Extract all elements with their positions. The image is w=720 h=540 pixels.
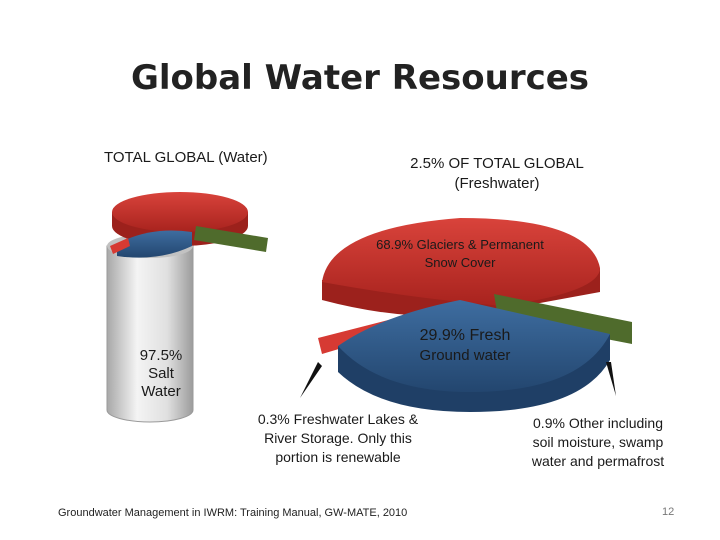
- glaciers-label-line1: 68.9% Glaciers & Permanent: [376, 237, 544, 252]
- slide-title: Global Water Resources: [130, 58, 590, 98]
- other-label-line3: water and permafrost: [531, 453, 665, 469]
- salt-label-line1: 97.5%: [139, 347, 183, 364]
- glaciers-slice: [322, 218, 600, 306]
- other-label-line2: soil moisture, swamp: [532, 434, 664, 450]
- freshwater-heading-line2: (Freshwater): [454, 175, 540, 192]
- lakes-label-line3: portion is renewable: [275, 449, 401, 465]
- other-pointer-arrow: [606, 362, 616, 396]
- salt-label-line2: Salt: [148, 365, 174, 382]
- lakes-label-line2: River Storage. Only this: [264, 430, 412, 446]
- source-footer: Groundwater Management in IWRM: Training…: [58, 507, 408, 519]
- groundwater-data-label: 29.9% Fresh Ground water: [400, 326, 530, 366]
- lakes-label-line1: 0.3% Freshwater Lakes &: [257, 411, 419, 427]
- total-global-heading: TOTAL GLOBAL (Water): [104, 149, 268, 166]
- total-lakes-slice: [110, 238, 130, 254]
- groundwater-slice: [338, 300, 610, 392]
- salt-water-data-label: 97.5% Salt Water: [136, 347, 186, 401]
- total-other-slice: [194, 226, 268, 252]
- glaciers-data-label: 68.9% Glaciers & Permanent Snow Cover: [340, 236, 580, 272]
- groundwater-label-line2: Ground water: [419, 347, 511, 364]
- total-global-cylinder: [106, 192, 268, 423]
- salt-label-line3: Water: [141, 383, 181, 400]
- freshwater-heading-line1: 2.5% OF TOTAL GLOBAL: [410, 155, 584, 172]
- salt-water-cylinder-body: [106, 245, 194, 423]
- other-data-label: 0.9% Other including soil moisture, swam…: [518, 414, 678, 471]
- other-label-line1: 0.9% Other including: [533, 415, 663, 431]
- page-number: 12: [662, 506, 675, 518]
- glaciers-label-line2: Snow Cover: [424, 255, 496, 270]
- freshwater-pie: [300, 218, 632, 412]
- lakes-pointer-arrow: [300, 362, 322, 398]
- total-groundwater-slice: [117, 230, 192, 258]
- total-glaciers-slice: [112, 192, 248, 232]
- groundwater-label-line1: 29.9% Fresh: [419, 327, 511, 344]
- freshwater-heading: 2.5% OF TOTAL GLOBAL (Freshwater): [372, 154, 622, 194]
- lakes-data-label: 0.3% Freshwater Lakes & River Storage. O…: [238, 410, 438, 467]
